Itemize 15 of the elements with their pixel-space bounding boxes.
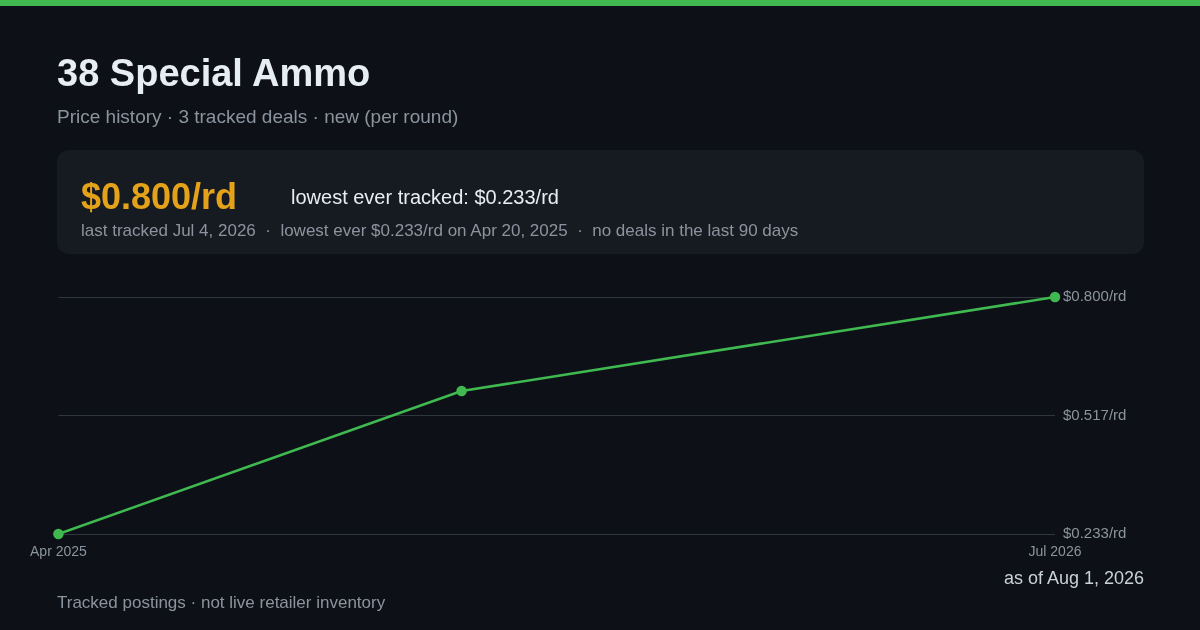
x-tick-label: Jul 2026 [1028, 543, 1082, 560]
text: lowest ever tracked: $0.233/rd [291, 186, 559, 209]
point [456, 385, 467, 397]
chart-title: 38 Special Ammo [57, 52, 371, 95]
y-tick-label: $0.517/rd [1063, 405, 1127, 423]
x-tick-label: Apr 2025 [30, 543, 88, 560]
point [53, 528, 64, 540]
chart-subtitle: Price history · 3 tracked deals · new (per round) [57, 106, 459, 128]
text: Tracked postings · not live retailer inventory [57, 593, 386, 613]
text: as of Aug 1, 2026 [1003, 568, 1144, 589]
text: $0.800/rd [81, 176, 238, 218]
y-tick-label: $0.800/rd [1063, 287, 1127, 305]
point [1049, 291, 1061, 303]
text: last tracked Jul 4, 2026 · lowest ever $0.233/rd on Apr 20, 2025 · no deals in the last 90 days [81, 221, 799, 241]
y-tick-label: $0.233/rd [1063, 524, 1127, 542]
